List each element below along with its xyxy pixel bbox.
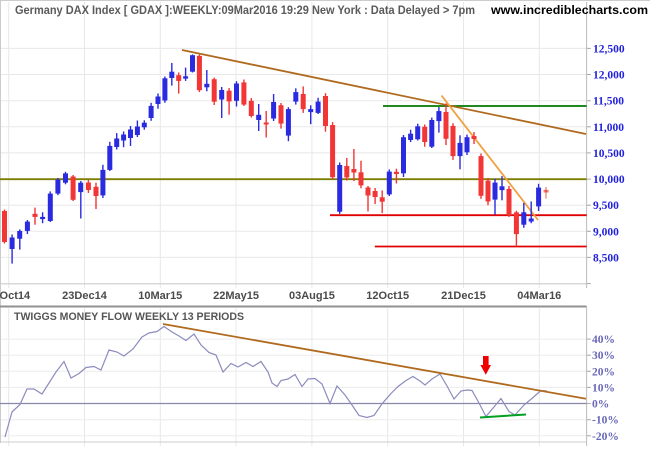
svg-text:10Mar15: 10Mar15: [138, 290, 182, 302]
svg-text:Germany DAX Index [ GDAX ]:WEE: Germany DAX Index [ GDAX ]:WEEKLY:09Mar2…: [15, 5, 475, 17]
svg-text:23Dec14: 23Dec14: [62, 290, 108, 302]
svg-text:21Dec15: 21Dec15: [441, 290, 486, 302]
svg-text:9,000: 9,000: [593, 226, 619, 238]
svg-text:22May15: 22May15: [213, 290, 259, 302]
svg-text:30%: 30%: [592, 350, 615, 362]
svg-text:TWIGGS MONEY FLOW WEEKLY 13 PE: TWIGGS MONEY FLOW WEEKLY 13 PERIODS: [14, 311, 244, 323]
svg-text:40%: 40%: [592, 334, 615, 346]
svg-text:12,000: 12,000: [593, 70, 625, 82]
svg-text:8,500: 8,500: [593, 252, 619, 264]
svg-text:www.incrediblecharts.com: www.incrediblecharts.com: [490, 3, 648, 17]
svg-text:0%: 0%: [592, 399, 609, 411]
svg-text:10,500: 10,500: [593, 148, 625, 160]
svg-text:10,000: 10,000: [593, 174, 625, 186]
svg-text:10%: 10%: [592, 382, 615, 394]
svg-text:12Oct15: 12Oct15: [366, 290, 409, 302]
svg-text:20%: 20%: [592, 366, 615, 378]
svg-text:-10%: -10%: [592, 415, 619, 427]
svg-text:9,500: 9,500: [593, 200, 619, 212]
svg-text:04Mar16: 04Mar16: [517, 290, 561, 302]
svg-text:-20%: -20%: [592, 431, 619, 443]
svg-text:11,500: 11,500: [593, 96, 624, 108]
svg-text:03Aug15: 03Aug15: [289, 290, 335, 302]
svg-text:10Oct14: 10Oct14: [0, 290, 31, 302]
svg-text:11,000: 11,000: [593, 122, 624, 134]
svg-text:12,500: 12,500: [593, 43, 625, 55]
